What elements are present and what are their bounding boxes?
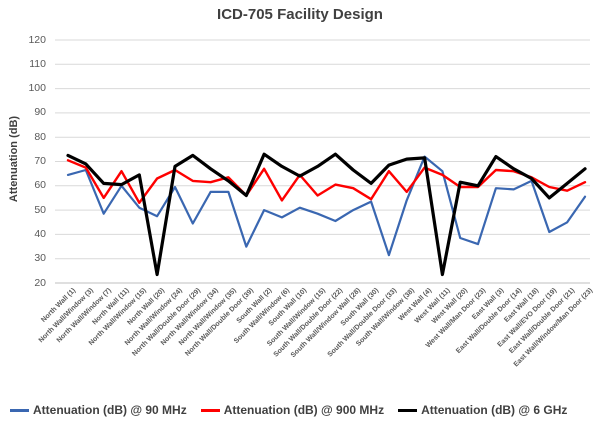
legend-item-2: Attenuation (dB) @ 6 GHz xyxy=(398,403,567,417)
y-tick-label: 100 xyxy=(28,82,46,95)
y-tick-label: 120 xyxy=(28,33,46,46)
legend-label: Attenuation (dB) @ 90 MHz xyxy=(33,403,187,417)
y-tick-label: 110 xyxy=(29,57,46,70)
legend-item-0: Attenuation (dB) @ 90 MHz xyxy=(10,403,187,417)
y-tick-label: 40 xyxy=(34,227,46,240)
series-line-2 xyxy=(66,152,587,277)
legend-line-swatch xyxy=(10,408,29,412)
series-line-0 xyxy=(66,155,587,257)
legend-line-swatch xyxy=(200,408,220,412)
y-tick-label: 30 xyxy=(34,252,46,265)
y-tick-label: 90 xyxy=(34,106,46,119)
legend-label: Attenuation (dB) @ 6 GHz xyxy=(421,403,568,417)
y-tick-label: 20 xyxy=(34,276,46,289)
chart-title: ICD-705 Facility Design xyxy=(217,6,383,23)
series-line-1 xyxy=(66,159,587,205)
legend: Attenuation (dB) @ 90 MHz Attenuation (dB… xyxy=(10,403,567,417)
legend-line-swatch xyxy=(398,408,418,412)
legend-item-1: Attenuation (dB) @ 900 MHz xyxy=(200,403,385,417)
y-tick-label: 50 xyxy=(34,203,46,216)
y-tick-label: 70 xyxy=(34,155,46,167)
legend-label: Attenuation (dB) @ 900 MHz xyxy=(223,403,385,417)
y-tick-label: 80 xyxy=(34,130,46,143)
y-tick-label: 60 xyxy=(34,179,46,192)
